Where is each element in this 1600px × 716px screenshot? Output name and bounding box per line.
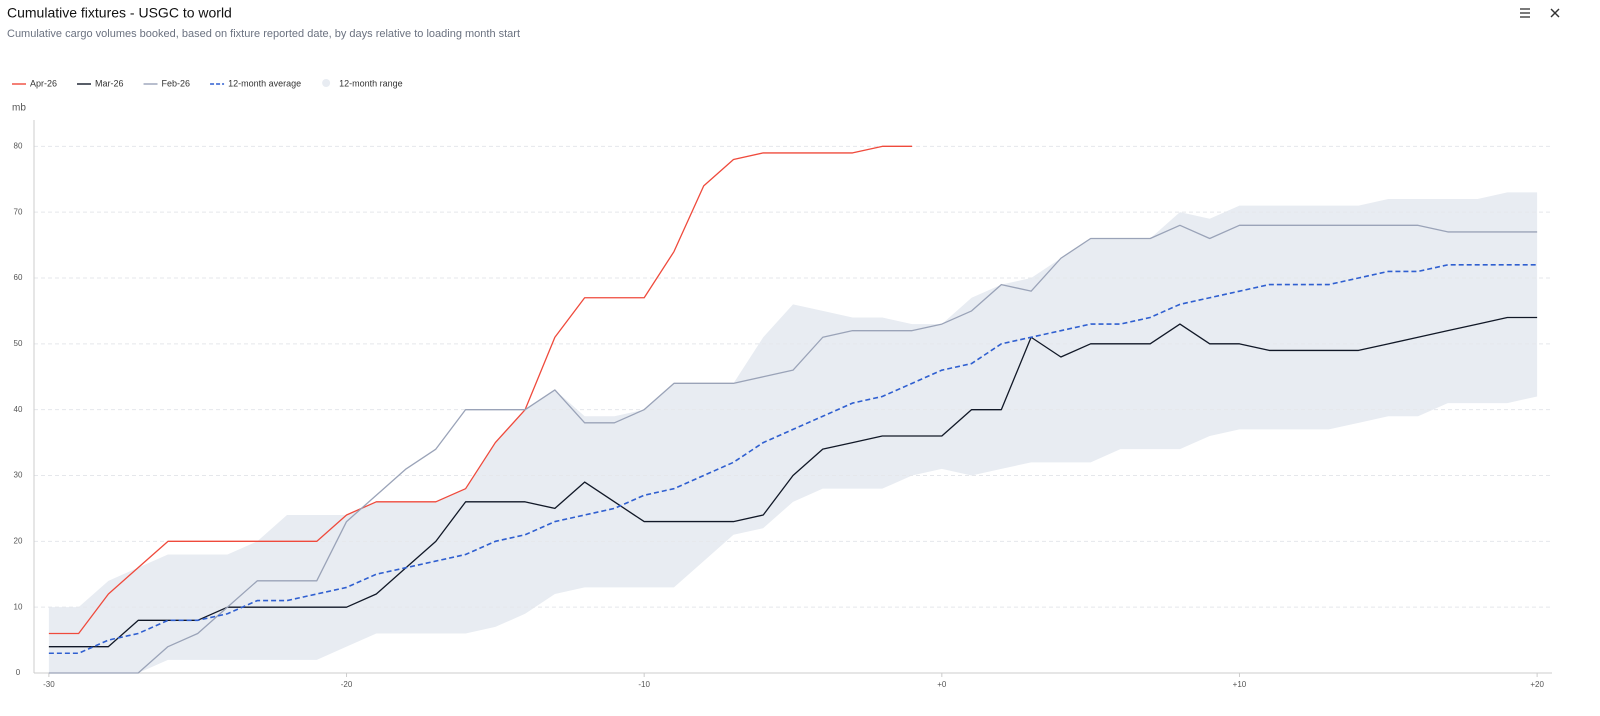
series-line	[48, 264, 1538, 655]
range-band	[48, 192, 1538, 673]
x-tick-label: +20	[1530, 680, 1544, 689]
y-tick-label: 80	[14, 141, 23, 150]
y-tick-label: 60	[14, 273, 23, 282]
x-tick-label: -10	[638, 680, 650, 689]
close-icon[interactable]	[1550, 8, 1560, 18]
x-tick-label: +0	[937, 680, 947, 689]
legend-label: 12-month range	[339, 78, 403, 88]
y-axis-label: mb	[12, 103, 26, 114]
x-tick-label: -20	[341, 680, 353, 689]
x-tick-label: -30	[43, 680, 55, 689]
y-tick-label: 20	[14, 536, 23, 545]
y-tick-label: 0	[16, 668, 21, 677]
legend-label: 12-month average	[228, 78, 301, 88]
chart-title: Cumulative fixtures - USGC to world	[7, 5, 232, 21]
series-line	[48, 145, 913, 635]
series-line	[48, 224, 1538, 674]
legend-label: Mar-26	[95, 78, 124, 88]
x-tick-label: +10	[1233, 680, 1247, 689]
y-tick-label: 30	[14, 471, 23, 480]
legend-label: Feb-26	[162, 78, 191, 88]
list-icon[interactable]	[1520, 8, 1530, 18]
y-tick-label: 10	[14, 602, 23, 611]
y-tick-label: 50	[14, 339, 23, 348]
y-tick-label: 70	[14, 207, 23, 216]
chart-subtitle: Cumulative cargo volumes booked, based o…	[7, 28, 520, 40]
series-line	[48, 316, 1538, 648]
legend-swatch	[322, 79, 331, 87]
legend-label: Apr-26	[30, 78, 57, 88]
y-tick-label: 40	[14, 405, 23, 414]
